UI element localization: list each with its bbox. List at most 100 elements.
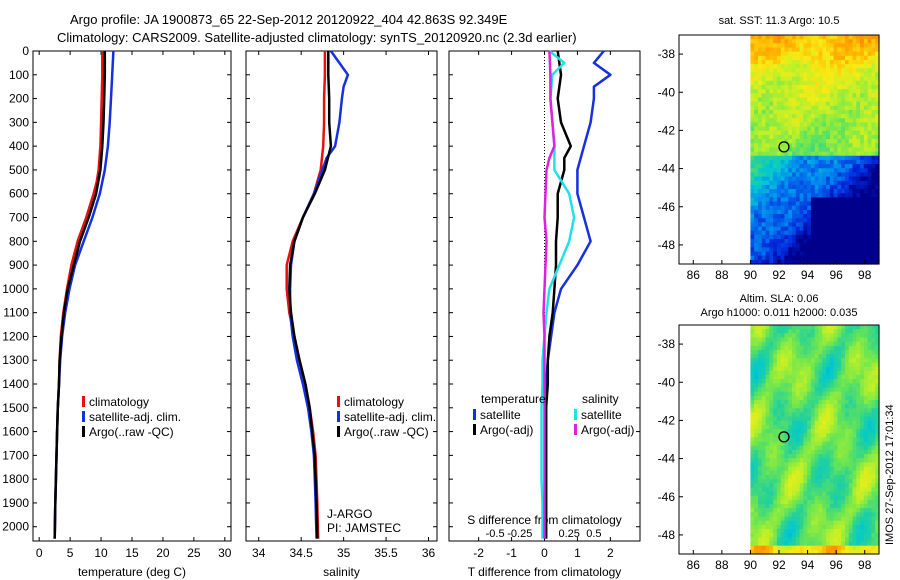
map-cell — [761, 209, 767, 215]
map-cell — [807, 97, 812, 103]
map-cell — [863, 143, 869, 149]
map-cell — [863, 105, 869, 111]
map-cell — [871, 255, 876, 261]
map-cell — [844, 387, 850, 393]
map-cell — [765, 176, 770, 182]
map-cell — [784, 349, 789, 355]
map-cell — [754, 520, 759, 526]
map-cell — [799, 399, 804, 405]
map-cell — [754, 251, 759, 257]
x-tick-label: 15 — [125, 546, 139, 560]
map-cell — [799, 180, 804, 186]
map-cell — [784, 479, 789, 484]
map-cell — [814, 201, 820, 207]
map-cell — [814, 205, 820, 211]
depth-tick-label: 1400 — [2, 377, 29, 391]
depth-tick-label: 500 — [9, 163, 29, 177]
map-cell — [799, 255, 804, 261]
map-cell — [871, 329, 876, 334]
map-cell — [773, 479, 778, 484]
map-cell — [810, 159, 816, 165]
map-cell — [848, 59, 854, 65]
map-cell — [754, 259, 759, 265]
map-cell — [807, 55, 812, 61]
map-cell — [769, 47, 774, 53]
map-cell — [810, 366, 816, 372]
legend-item-swatch — [82, 411, 85, 422]
map-cell — [807, 445, 812, 451]
map-cell — [803, 155, 808, 161]
map-cell — [803, 243, 808, 248]
map-cell — [795, 184, 801, 190]
map-cell — [833, 537, 838, 543]
map-cell — [769, 483, 774, 488]
map-cell — [803, 214, 808, 219]
map-cell — [856, 214, 861, 219]
map-cell — [822, 437, 827, 443]
map-cell — [780, 164, 786, 169]
map-cell — [784, 64, 789, 69]
map-cell — [818, 201, 823, 207]
map-cell — [856, 189, 861, 194]
map-cell — [754, 370, 759, 376]
map-cell — [818, 139, 823, 144]
map-cell — [799, 205, 804, 211]
map-cell — [769, 39, 774, 44]
map-cell — [867, 172, 873, 178]
map-cell — [841, 508, 846, 513]
map-cell — [852, 55, 857, 61]
map-cell — [788, 474, 793, 480]
map-cell — [826, 59, 831, 65]
map-cell — [780, 445, 786, 451]
map-cell — [776, 470, 782, 476]
map-cell — [803, 524, 808, 530]
map-cell — [799, 172, 804, 178]
map-cell — [776, 168, 782, 173]
map-cell — [776, 234, 782, 240]
map-cell — [788, 147, 793, 153]
depth-tick-label: 1000 — [2, 282, 29, 296]
map-cell — [773, 495, 778, 501]
map-cell — [822, 429, 827, 434]
map-cell — [852, 374, 857, 380]
map-cell — [795, 437, 801, 443]
map-cell — [810, 39, 816, 44]
map-cell — [807, 80, 812, 86]
map-cell — [750, 529, 755, 534]
map-cell — [871, 412, 876, 418]
map-cell — [844, 151, 850, 157]
map-cell — [837, 462, 842, 468]
map-cell — [822, 412, 827, 418]
map-cell — [841, 433, 846, 439]
map-cell — [837, 89, 842, 94]
map-cell — [860, 416, 865, 422]
map-cell — [750, 416, 755, 422]
map-cell — [833, 354, 838, 359]
map-cell — [750, 458, 755, 463]
map-cell — [810, 84, 816, 90]
map-cell — [841, 164, 846, 169]
map-cell — [837, 130, 842, 136]
map-cell — [761, 51, 767, 57]
map-cell — [788, 445, 793, 451]
map-cell — [826, 325, 831, 330]
map-cell — [852, 395, 857, 401]
map-cell — [844, 180, 850, 186]
map-cell — [814, 462, 820, 468]
map-cell — [765, 180, 770, 186]
map-cell — [822, 474, 827, 480]
map-cell — [833, 76, 838, 82]
map-cell — [795, 337, 801, 343]
x-tick-label: -1 — [506, 546, 517, 560]
map-cell — [860, 383, 865, 389]
map-cell — [761, 462, 767, 468]
map-cell — [795, 366, 801, 372]
map-cell — [867, 333, 873, 339]
map-cell — [799, 147, 804, 153]
map-cell — [860, 234, 865, 240]
map-cell — [860, 516, 865, 522]
map-cell — [871, 358, 876, 364]
map-cell — [844, 247, 850, 253]
map-cell — [761, 247, 767, 253]
map-cell — [841, 424, 846, 430]
